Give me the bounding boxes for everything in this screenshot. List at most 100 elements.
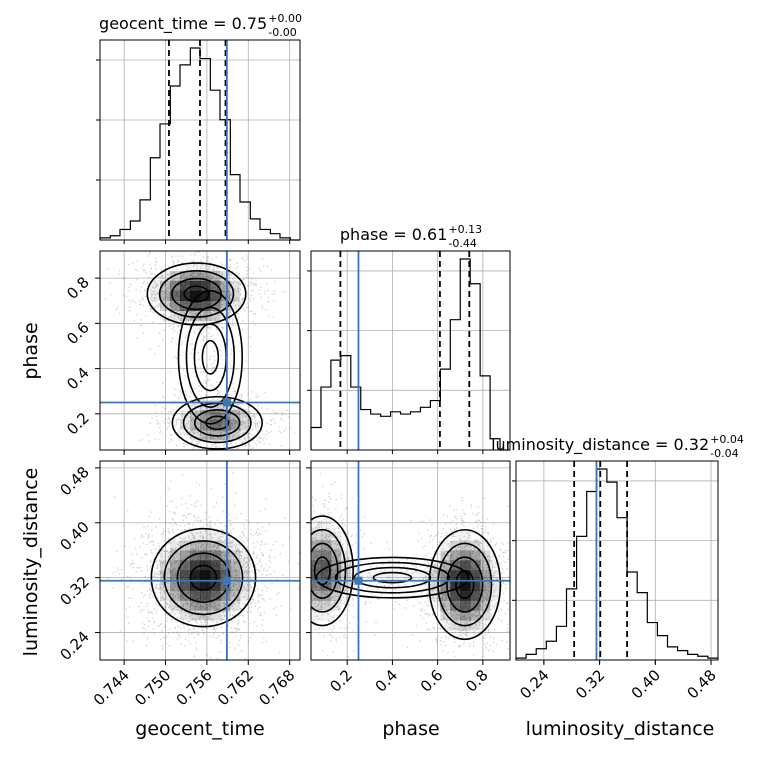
density-bin xyxy=(390,570,401,581)
density-bin xyxy=(190,290,201,302)
contour-line xyxy=(201,339,220,375)
density-bin xyxy=(180,580,191,591)
density-bin xyxy=(150,290,161,302)
density-bin xyxy=(480,541,490,551)
density-bin xyxy=(200,420,211,431)
density-bin xyxy=(170,310,181,321)
density-bin xyxy=(160,290,171,302)
density-bin xyxy=(220,570,231,581)
density-bin xyxy=(240,550,251,561)
density-bin xyxy=(190,430,201,441)
density-bin xyxy=(210,280,221,292)
density-bin xyxy=(480,590,491,601)
density-bin xyxy=(460,530,471,541)
density-bin xyxy=(311,550,322,561)
density-bin xyxy=(330,530,342,541)
x-tick-label: 0.8 xyxy=(462,666,492,696)
density-bin xyxy=(220,300,231,311)
y-tick-label: 0.40 xyxy=(56,518,92,554)
density-bin xyxy=(450,610,461,621)
density-bin xyxy=(170,540,181,551)
density-bin xyxy=(311,560,322,571)
density-bin xyxy=(460,550,471,561)
density-bin xyxy=(240,420,251,431)
density-bin xyxy=(440,610,451,621)
density-bin xyxy=(200,600,211,611)
sample-points xyxy=(104,251,300,450)
density-bin xyxy=(200,620,210,630)
density-bin xyxy=(220,310,231,321)
y-tick-label: 0.4 xyxy=(63,364,93,394)
density-bin xyxy=(450,590,461,601)
density-bin xyxy=(330,590,342,601)
density-bin xyxy=(190,580,201,591)
x-axis-label-phase: phase xyxy=(382,718,439,740)
contour-line xyxy=(193,409,241,437)
density-bin xyxy=(180,570,191,581)
contour-line xyxy=(372,571,413,584)
density-bin xyxy=(180,261,190,271)
x-tick-label: 0.32 xyxy=(572,666,608,702)
contour-line xyxy=(353,566,432,589)
density-bin xyxy=(210,420,221,431)
contour-line xyxy=(313,556,331,586)
density-bin xyxy=(480,570,491,581)
contour-line xyxy=(146,262,247,326)
density-bin xyxy=(470,590,481,601)
contour-line xyxy=(315,556,470,599)
density-bin xyxy=(320,520,332,531)
density-bin xyxy=(420,570,431,581)
density-bin xyxy=(210,560,221,571)
title-minus: -0.00 xyxy=(268,26,296,39)
y-tick-label: 0.6 xyxy=(63,318,93,348)
density-bin xyxy=(150,280,161,292)
axes-frame xyxy=(515,460,719,661)
axes-frame xyxy=(310,250,511,451)
density-bin xyxy=(170,270,181,282)
density-bin xyxy=(190,540,201,551)
density-bin xyxy=(240,590,251,601)
density-bin xyxy=(320,560,332,571)
density-bin xyxy=(460,570,471,581)
density-bin xyxy=(230,540,241,551)
density-bin xyxy=(230,300,241,311)
density-bin xyxy=(430,570,441,581)
axes-frame xyxy=(310,460,511,661)
density-bin xyxy=(210,410,221,421)
density-bin xyxy=(160,590,171,601)
y-tick-label: 0.24 xyxy=(56,628,92,664)
density-bin xyxy=(450,600,461,611)
x-tick-label: 0.4 xyxy=(372,666,402,696)
density-bin xyxy=(210,270,221,282)
density-bin xyxy=(210,610,221,621)
density-bin xyxy=(230,420,241,431)
density-bin xyxy=(460,560,471,571)
density-bin xyxy=(470,570,481,581)
density-bin xyxy=(470,580,481,591)
contour-line xyxy=(446,556,484,613)
density-bin xyxy=(200,610,211,621)
histogram-luminosity_distance xyxy=(515,468,718,660)
contour-line xyxy=(163,540,244,616)
contour-line xyxy=(311,515,354,627)
density-bin xyxy=(320,570,332,581)
density-bin xyxy=(190,610,201,621)
density-bin xyxy=(210,300,221,311)
truth-marker xyxy=(222,398,231,407)
x-axis-label-luminosity_distance: luminosity_distance xyxy=(526,718,715,740)
x-tick-label: 0.6 xyxy=(417,666,447,696)
density-bin xyxy=(200,540,211,551)
density-bin xyxy=(230,560,241,571)
density-bin xyxy=(230,430,241,441)
density-bin xyxy=(480,580,491,591)
density-bin xyxy=(220,280,231,292)
contour-line xyxy=(428,528,502,641)
density-bin xyxy=(220,580,231,591)
density-bin xyxy=(210,600,221,611)
density-bin xyxy=(200,590,211,601)
density-bin xyxy=(311,580,322,591)
title-geocent_time: geocent_time = 0.75 +0.00-0.00 xyxy=(99,12,302,39)
contour-line xyxy=(150,527,257,628)
contour-line xyxy=(185,306,236,408)
